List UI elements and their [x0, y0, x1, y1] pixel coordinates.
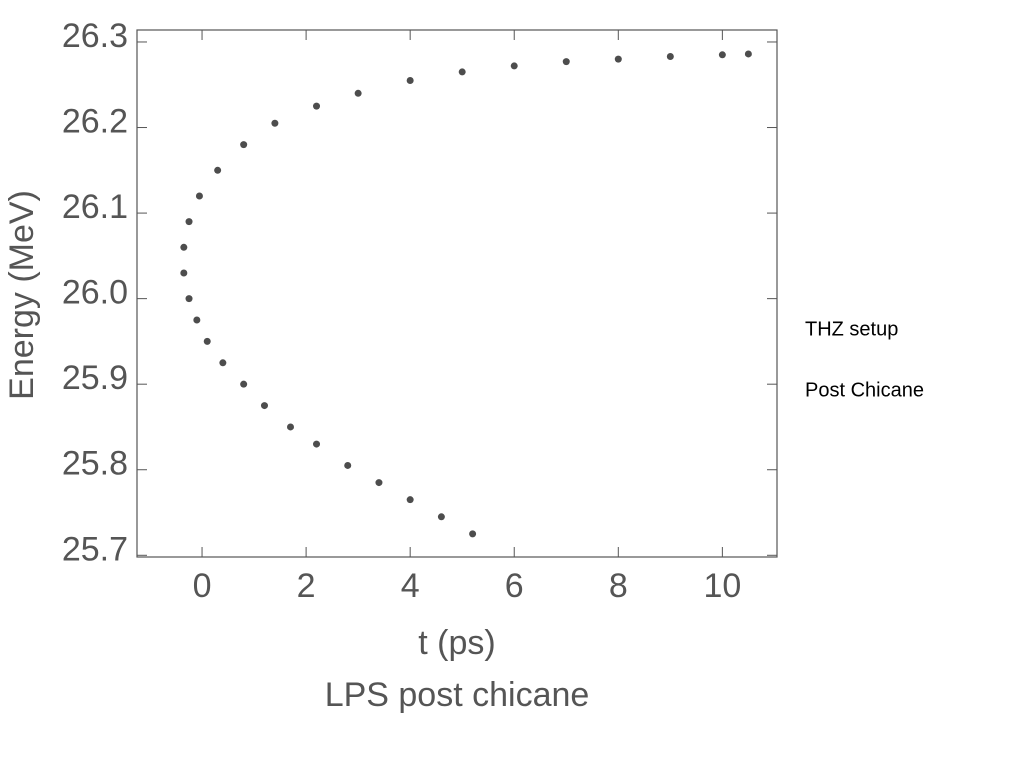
point [286, 423, 294, 431]
point [437, 513, 445, 521]
point [458, 68, 466, 76]
point [344, 461, 352, 469]
point [185, 295, 193, 303]
x-axis-label: t (ps) [418, 624, 495, 662]
point [313, 440, 321, 448]
point [180, 243, 188, 251]
point [469, 530, 477, 538]
plot-frame [136, 29, 778, 558]
point [375, 479, 383, 487]
y-tick-label: 25.7 [62, 530, 128, 568]
x-tick-label: 2 [297, 567, 316, 605]
point [614, 55, 622, 63]
point [271, 119, 279, 127]
y-tick-label: 26.1 [62, 188, 128, 226]
point [406, 76, 414, 84]
x-tick-label: 0 [193, 567, 212, 605]
y-tick-label: 26.0 [62, 274, 128, 312]
point [354, 89, 362, 97]
y-tick-label: 25.8 [62, 445, 128, 483]
point [219, 359, 227, 367]
x-tick-label: 8 [609, 567, 628, 605]
y-tick-label: 26.2 [62, 103, 128, 141]
point [718, 51, 726, 59]
point [406, 496, 414, 504]
point [666, 53, 674, 61]
point [313, 102, 321, 110]
x-tick-label: 6 [505, 567, 524, 605]
point [214, 166, 222, 174]
x-tick-label: 10 [703, 567, 741, 605]
point [744, 50, 752, 58]
point [240, 141, 248, 149]
point [193, 316, 201, 324]
x-tick-label: 4 [401, 567, 420, 605]
note: Post Chicane [805, 379, 924, 401]
note: THZ setup [805, 318, 898, 340]
point [562, 58, 570, 66]
point [260, 402, 268, 410]
y-tick-label: 26.3 [62, 17, 128, 55]
y-tick-label: 25.9 [62, 359, 128, 397]
point [203, 337, 211, 345]
y-axis-label: Energy (MeV) [3, 190, 41, 400]
point [240, 380, 248, 388]
point [185, 218, 193, 226]
chart-title: LPS post chicane [325, 676, 590, 714]
point [180, 269, 188, 277]
point [510, 62, 518, 70]
point [195, 192, 203, 200]
